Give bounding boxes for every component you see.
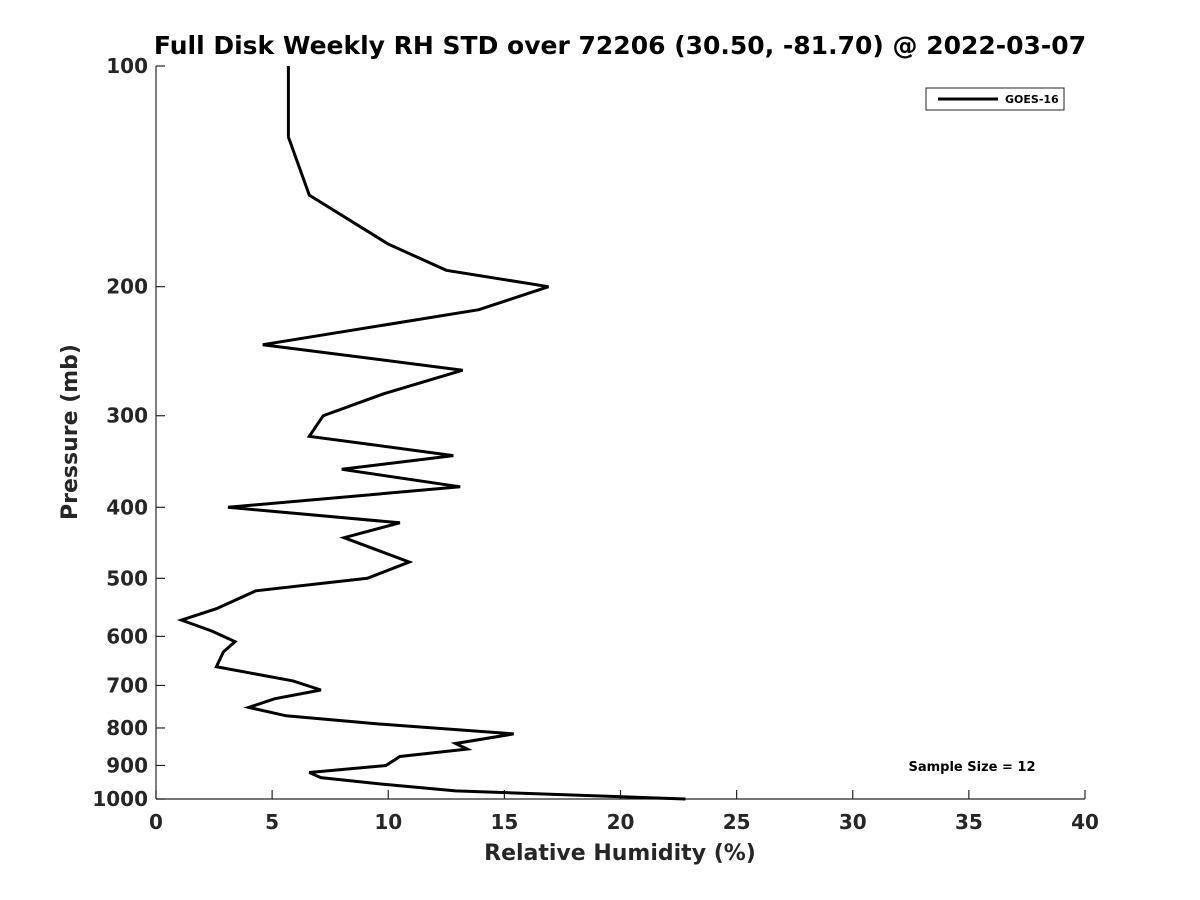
x-axis-label: Relative Humidity (%): [484, 841, 756, 866]
x-tick-label: 25: [723, 810, 751, 834]
x-tick-label: 30: [839, 810, 867, 834]
y-tick-label: 600: [106, 624, 148, 648]
legend: GOES-16: [925, 87, 1065, 111]
plot-area: [176, 66, 686, 801]
chart-title: Full Disk Weekly RH STD over 72206 (30.5…: [154, 31, 1086, 60]
y-tick-label: 400: [106, 495, 148, 519]
y-tick-label: 900: [106, 753, 148, 777]
y-tick-label: 700: [106, 673, 148, 697]
x-tick-label: 40: [1071, 810, 1099, 834]
y-tick-label: 1000: [92, 787, 148, 811]
y-tick-label: 300: [106, 404, 148, 428]
x-tick-label: 35: [955, 810, 983, 834]
x-tick-label: 10: [374, 810, 402, 834]
x-tick-label: 20: [607, 810, 635, 834]
x-tick-label: 15: [490, 810, 518, 834]
y-tick-label: 800: [106, 716, 148, 740]
x-tick-label: 0: [149, 810, 163, 834]
sample-size-annotation: Sample Size = 12: [908, 760, 1035, 775]
x-tick-label: 5: [265, 810, 279, 834]
y-tick-label: 200: [106, 275, 148, 299]
legend-entry-label: GOES-16: [1005, 93, 1059, 106]
y-tick-label: 100: [106, 54, 148, 78]
y-tick-label: 500: [106, 566, 148, 590]
y-axis-label: Pressure (mb): [58, 344, 83, 520]
series-line-goes-16: [176, 66, 686, 801]
axes: 0 5 10 15 20 25 30 35 40 100 200 300 400 500 600 700 800…: [92, 54, 1099, 834]
